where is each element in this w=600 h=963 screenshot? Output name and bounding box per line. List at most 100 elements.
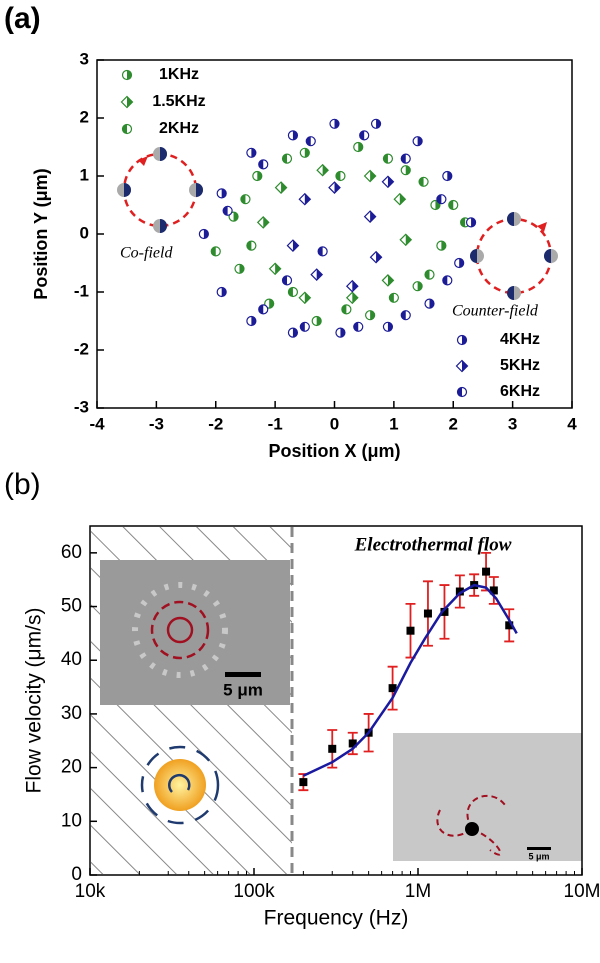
x-tick-label: -2 <box>208 414 223 433</box>
marker <box>127 96 133 108</box>
data-point <box>252 170 263 182</box>
inset-ring <box>132 582 228 678</box>
y-tick-label: 1 <box>80 165 89 184</box>
marker <box>221 188 227 198</box>
marker <box>251 148 256 158</box>
legend-marker <box>456 386 468 398</box>
fit-line <box>302 583 518 777</box>
x-axis-label: Position X (μm) <box>268 441 400 461</box>
marker <box>471 217 476 227</box>
marker <box>316 316 322 326</box>
data-point <box>287 286 299 298</box>
x-tick-label: 4 <box>567 414 577 433</box>
marker <box>122 124 127 134</box>
marker <box>223 206 228 216</box>
data-point <box>436 240 447 251</box>
marker <box>306 136 311 146</box>
y-tick-label: 2 <box>80 107 89 126</box>
marker <box>304 193 311 205</box>
data-point <box>381 274 395 287</box>
data-point <box>442 170 453 182</box>
marker <box>300 322 305 332</box>
marker <box>353 322 359 332</box>
data-point <box>454 257 465 269</box>
counter-field-icon <box>470 212 558 300</box>
marker <box>401 310 406 320</box>
data-point <box>246 147 257 158</box>
data-point <box>365 310 376 321</box>
x-tick-label: 10k <box>75 881 106 902</box>
x-tick-label: 1M <box>405 881 431 902</box>
marker <box>389 293 394 303</box>
marker <box>334 182 340 194</box>
data-point <box>299 147 310 158</box>
data-point <box>311 315 322 327</box>
data-point <box>436 194 447 205</box>
data-point <box>316 163 329 177</box>
data-point <box>388 684 397 693</box>
data-point <box>258 304 269 315</box>
data-point <box>353 141 364 153</box>
annotation: Co-field <box>120 245 173 262</box>
marker <box>383 154 388 164</box>
marker <box>370 211 376 223</box>
marker <box>246 241 252 251</box>
marker <box>370 310 375 320</box>
data-point <box>418 176 429 187</box>
y-tick-label: 0 <box>71 864 82 885</box>
panel-label: (a) <box>4 2 41 35</box>
data-point <box>399 233 413 247</box>
marker <box>340 328 345 338</box>
data-point <box>299 778 308 787</box>
data-point <box>423 609 432 618</box>
data-point <box>216 188 227 199</box>
data-point <box>287 130 299 141</box>
data-point <box>412 281 423 292</box>
legend-marker <box>121 123 133 135</box>
marker <box>282 154 287 164</box>
y-tick-label: 10 <box>61 810 82 831</box>
marker <box>288 287 293 297</box>
data-point <box>406 626 415 635</box>
marker <box>387 274 394 286</box>
y-axis-label: Position Y (μm) <box>31 168 51 299</box>
x-tick-label: 1 <box>389 414 398 433</box>
marker <box>405 165 411 175</box>
data-point <box>348 739 357 748</box>
marker <box>370 170 376 182</box>
data-point <box>363 210 377 223</box>
data-point <box>198 228 209 240</box>
data-point <box>341 304 352 315</box>
scale-bar <box>527 847 551 850</box>
data-point <box>281 275 293 286</box>
marker <box>436 194 442 204</box>
marker <box>462 335 467 345</box>
marker <box>376 251 382 263</box>
y-tick-label: 3 <box>80 49 89 68</box>
marker <box>258 304 264 314</box>
data-point <box>228 211 239 222</box>
data-point <box>256 216 270 229</box>
data-point <box>216 286 227 298</box>
inset-arrow <box>150 600 210 660</box>
x-tick-label: 2 <box>449 414 458 433</box>
plot-frame <box>96 59 573 409</box>
data-point <box>286 239 300 252</box>
data-point <box>363 169 377 183</box>
data-point <box>393 192 407 206</box>
marker <box>352 292 358 304</box>
data-point <box>335 327 346 338</box>
scale-bar <box>225 672 261 677</box>
data-point <box>424 298 435 309</box>
y-tick-label: 20 <box>61 757 82 778</box>
legend-marker <box>455 359 469 373</box>
data-point <box>329 118 340 129</box>
marker <box>292 240 299 252</box>
legend-label: 2KHz <box>159 120 199 137</box>
y-tick-label: -2 <box>74 339 89 358</box>
x-tick-label: 0 <box>330 414 339 433</box>
data-point <box>359 130 370 141</box>
legend-marker <box>120 95 134 109</box>
